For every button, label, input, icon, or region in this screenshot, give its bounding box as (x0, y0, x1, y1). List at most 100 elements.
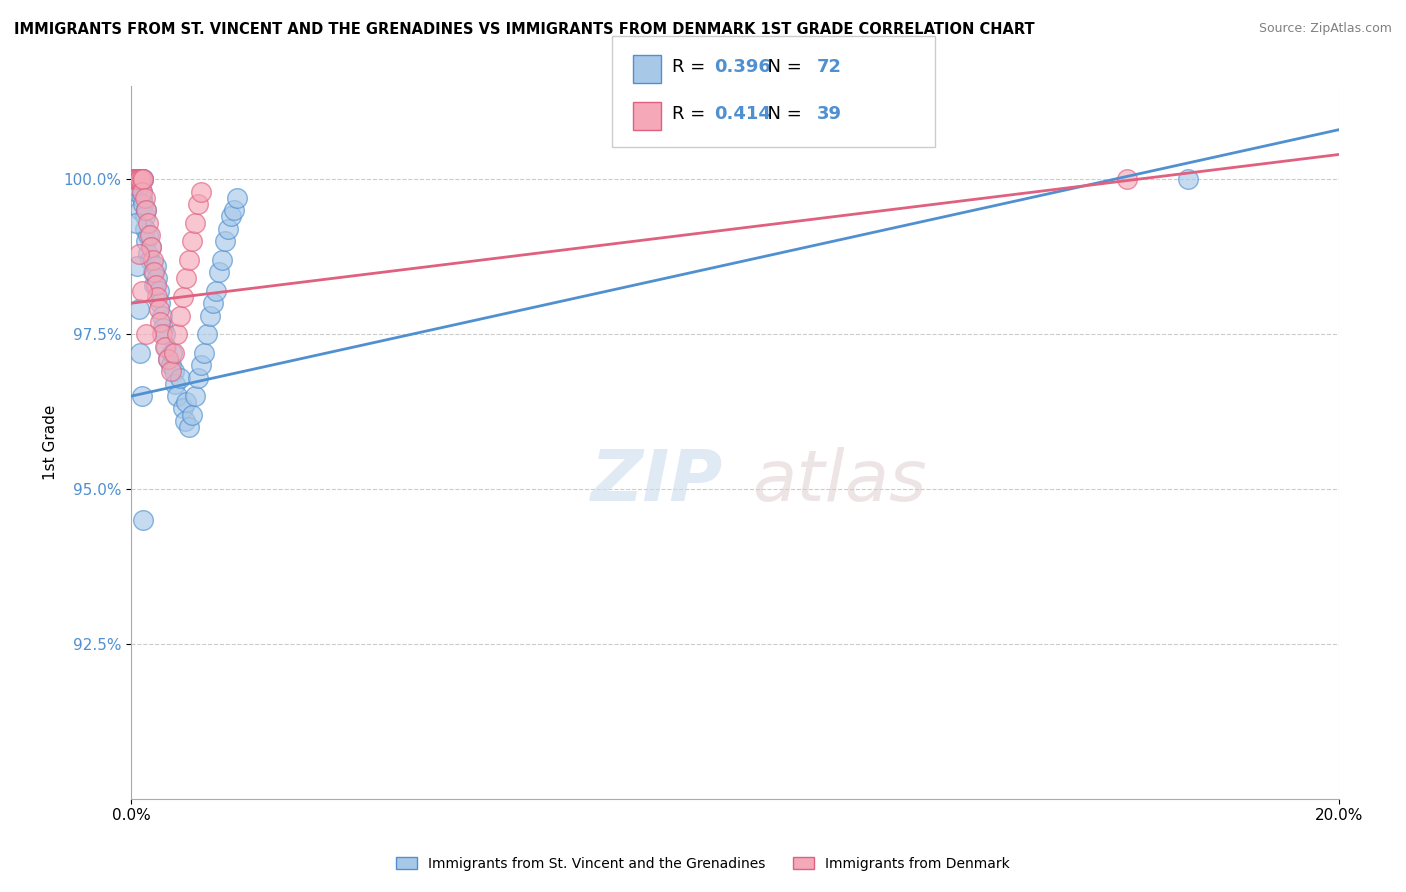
Point (177, 252, 200, 267)
Point (148, 302, 170, 317)
Point (172, 401, 194, 416)
Point (162, 345, 184, 359)
Point (136, 227, 159, 242)
Point (131, 185, 153, 199)
Point (135, 327, 157, 342)
Point (139, 240, 162, 254)
Point (134, 222, 156, 236)
Point (127, 172, 149, 186)
Point (134, 191, 156, 205)
Text: N =: N = (756, 58, 808, 76)
Point (1177, 172, 1199, 186)
Point (174, 395, 197, 409)
Point (128, 172, 150, 186)
Point (138, 252, 160, 267)
Point (141, 240, 163, 254)
Point (148, 284, 170, 298)
Point (127, 185, 149, 199)
Point (135, 234, 157, 248)
Point (129, 203, 152, 218)
Point (159, 358, 181, 372)
Text: ZIP: ZIP (591, 447, 723, 516)
Point (172, 290, 194, 304)
Text: 0.414: 0.414 (714, 105, 770, 123)
Point (152, 321, 174, 335)
Point (131, 172, 153, 186)
Point (132, 197, 155, 211)
Point (146, 290, 169, 304)
Point (128, 172, 150, 186)
Legend: Immigrants from St. Vincent and the Grenadines, Immigrants from Denmark: Immigrants from St. Vincent and the Gren… (391, 851, 1015, 876)
Point (219, 210, 242, 224)
Point (129, 172, 152, 186)
Point (156, 351, 179, 366)
Point (153, 339, 176, 353)
Point (131, 389, 153, 403)
Point (143, 265, 166, 279)
Point (173, 414, 195, 428)
Point (187, 370, 209, 384)
Point (124, 172, 146, 186)
Point (163, 345, 186, 359)
Point (135, 203, 157, 218)
Point (1116, 172, 1139, 186)
Text: R =: R = (672, 58, 711, 76)
Point (153, 327, 176, 342)
Point (187, 197, 209, 211)
Point (125, 172, 148, 186)
Point (184, 389, 207, 403)
Y-axis label: 1st Grade: 1st Grade (44, 405, 58, 480)
Point (125, 216, 148, 230)
Point (150, 327, 173, 342)
Text: atlas: atlas (752, 447, 927, 516)
Point (134, 210, 156, 224)
Point (131, 191, 153, 205)
Point (138, 227, 160, 242)
Point (145, 277, 167, 292)
Point (136, 246, 159, 260)
Point (136, 216, 159, 230)
Point (166, 327, 188, 342)
Point (198, 309, 221, 323)
Point (180, 234, 202, 248)
Point (132, 172, 155, 186)
Text: R =: R = (672, 105, 711, 123)
Point (128, 172, 150, 186)
Point (128, 172, 150, 186)
Point (226, 191, 249, 205)
Text: 0.396: 0.396 (714, 58, 770, 76)
Point (129, 172, 152, 186)
Point (141, 265, 163, 279)
Point (222, 203, 245, 218)
Point (208, 265, 231, 279)
Point (143, 277, 166, 292)
Point (127, 172, 149, 186)
Point (174, 271, 197, 285)
Point (124, 172, 146, 186)
Text: IMMIGRANTS FROM ST. VINCENT AND THE GRENADINES VS IMMIGRANTS FROM DENMARK 1ST GR: IMMIGRANTS FROM ST. VINCENT AND THE GREN… (14, 22, 1035, 37)
Text: N =: N = (756, 105, 808, 123)
Point (214, 234, 236, 248)
Point (132, 172, 155, 186)
Point (190, 185, 212, 199)
Point (141, 252, 163, 267)
Point (159, 364, 181, 378)
Point (169, 370, 191, 384)
Point (129, 172, 152, 186)
Point (145, 271, 167, 285)
Point (125, 172, 148, 186)
Point (211, 252, 233, 267)
Point (125, 172, 148, 186)
Point (128, 302, 150, 317)
Point (205, 284, 228, 298)
Point (128, 172, 150, 186)
Point (132, 513, 155, 527)
Point (131, 185, 153, 199)
Point (166, 389, 188, 403)
Point (132, 172, 155, 186)
Point (201, 296, 224, 310)
Point (163, 376, 186, 391)
Point (129, 345, 152, 359)
Text: 39: 39 (817, 105, 842, 123)
Point (131, 284, 153, 298)
